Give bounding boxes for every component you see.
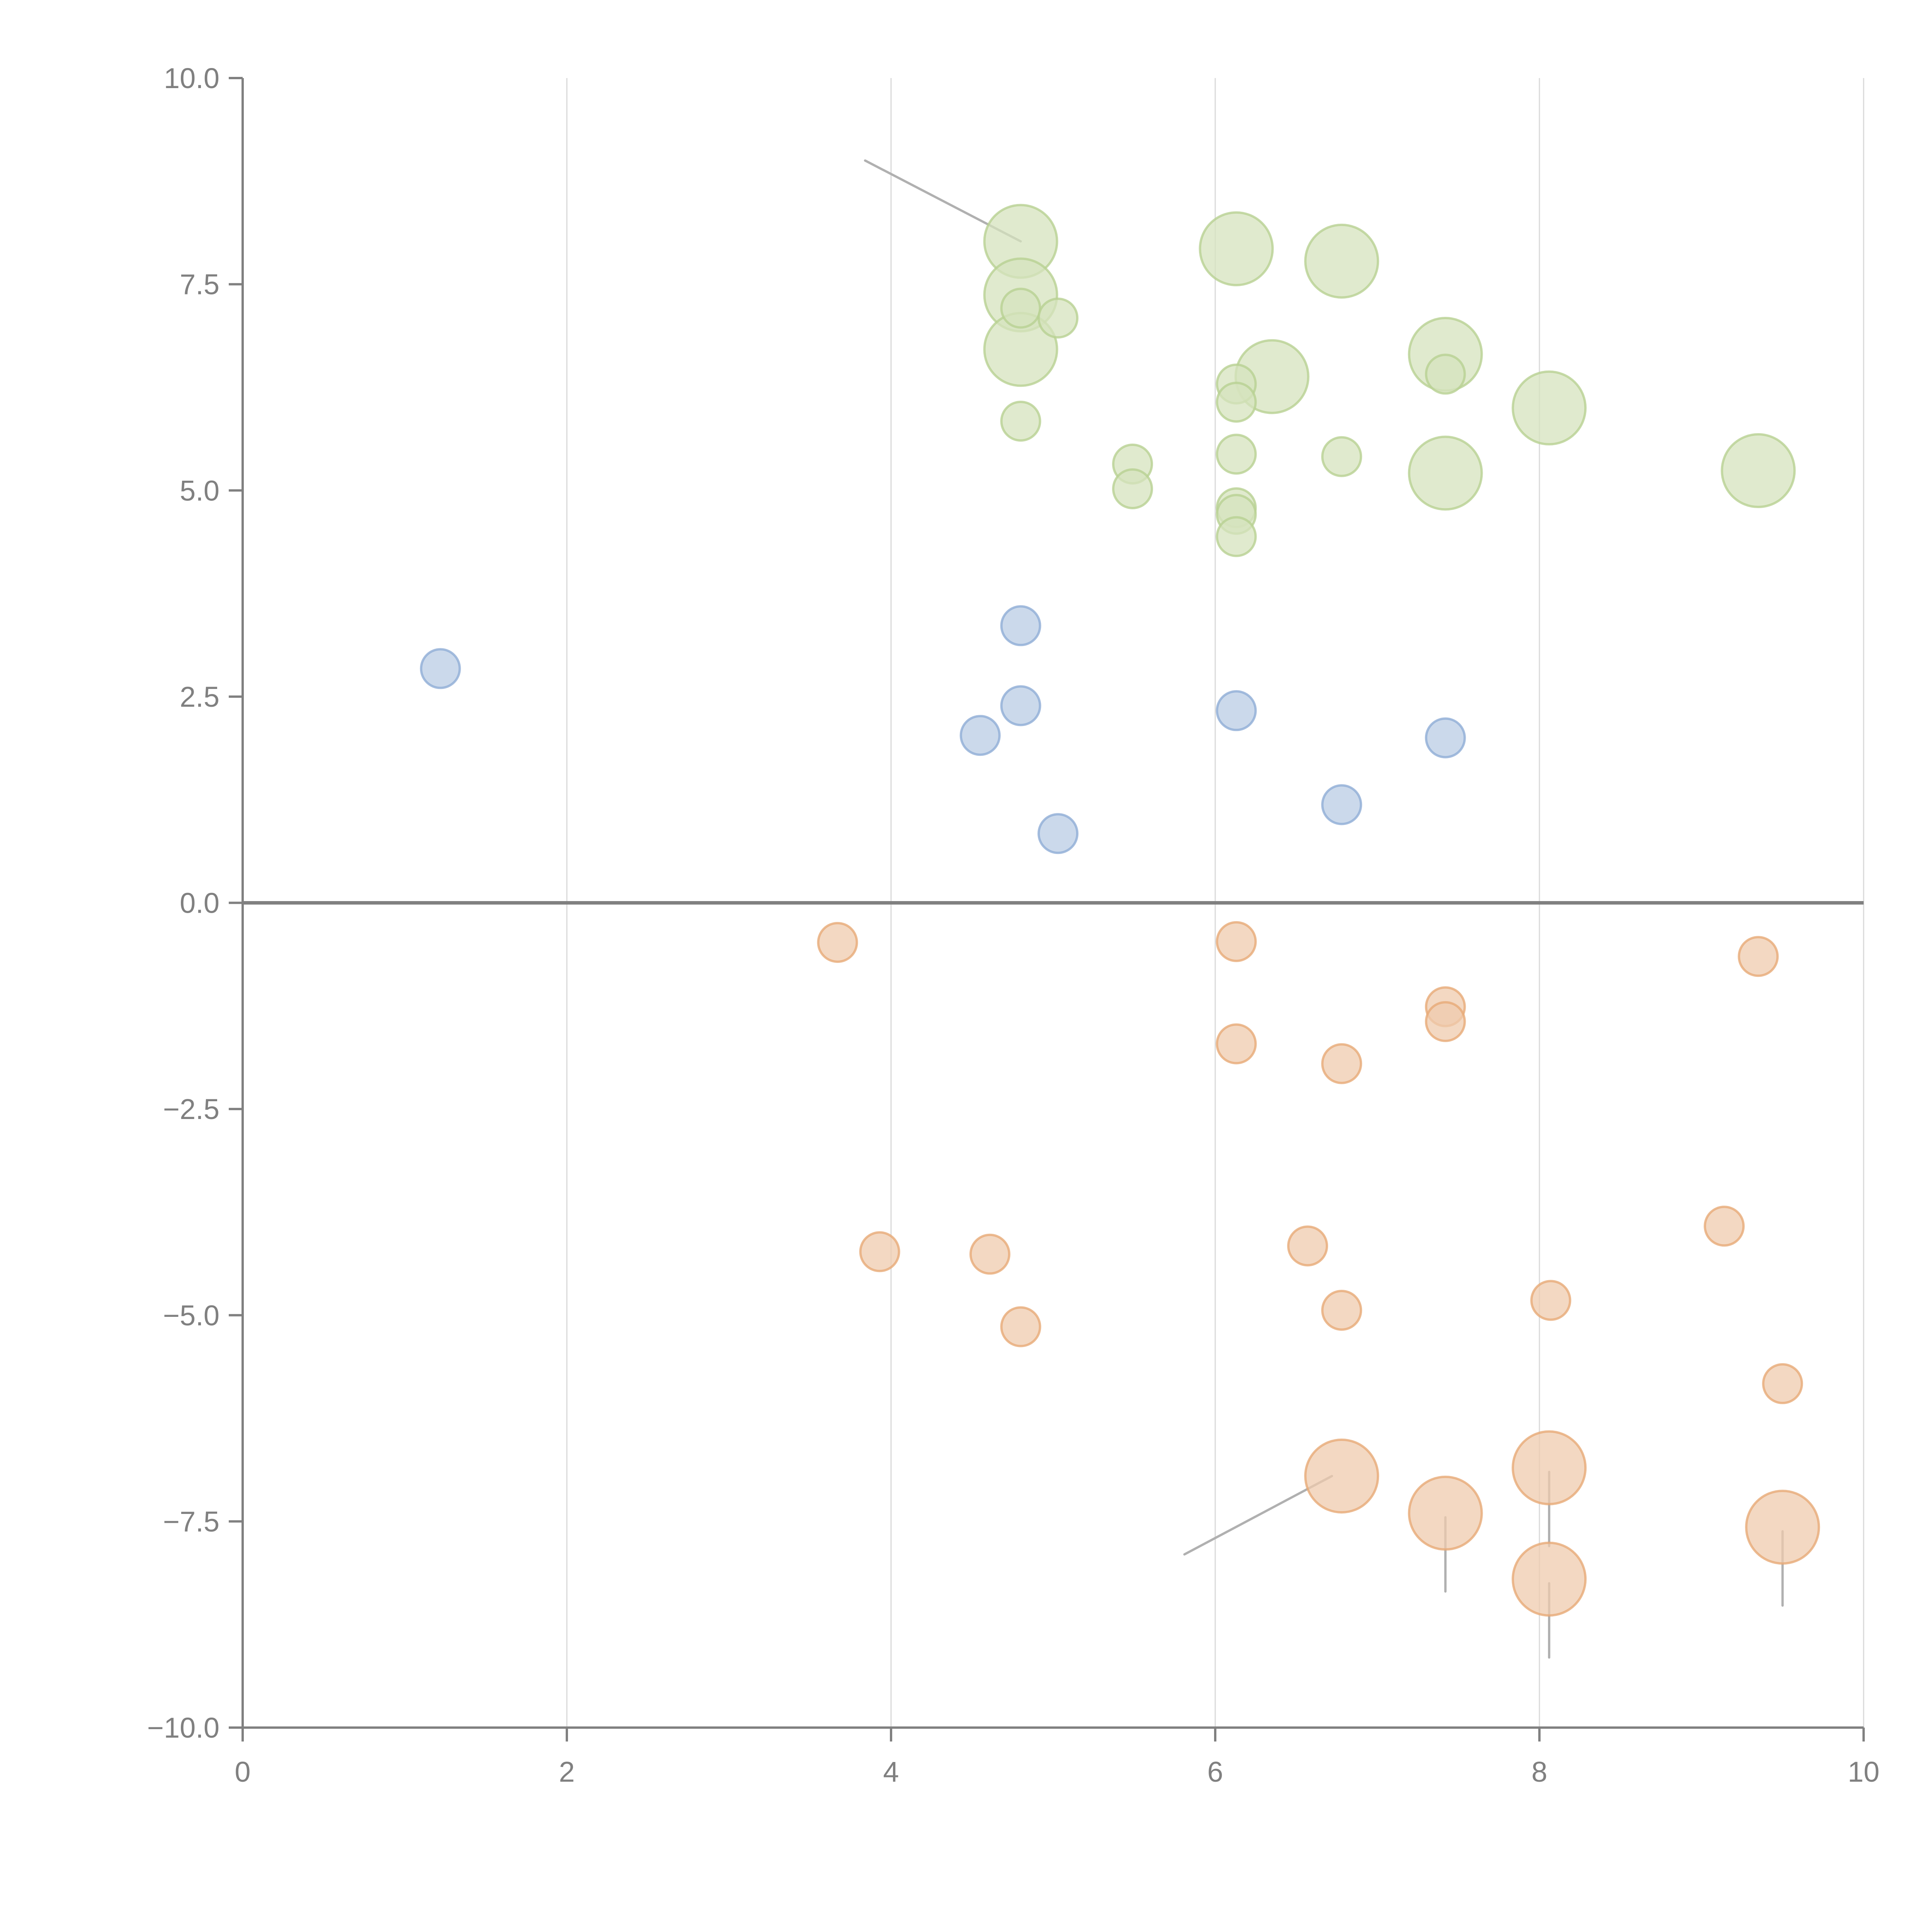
y-tick-label: −5.0: [163, 1299, 219, 1332]
data-point-orange: [1738, 936, 1779, 977]
data-point-green: [1321, 436, 1362, 477]
data-points: [420, 204, 1820, 1617]
data-point-blue: [1000, 605, 1041, 646]
x-axis-ticks: 0 2 4 6 8 10: [235, 1728, 1879, 1788]
y-tick-label: 5.0: [180, 474, 219, 507]
data-point-orange: [1408, 1476, 1483, 1551]
data-point-orange: [1745, 1490, 1820, 1565]
y-tick-label: 0.0: [180, 887, 219, 919]
y-axis-ticks: 10.0 7.5 5.0 2.5 0.0 −2.5 −5.0 −7.5 −10.0: [147, 62, 243, 1744]
x-tick-label: 0: [235, 1756, 250, 1788]
data-point-orange: [1304, 1438, 1379, 1514]
data-point-green: [1425, 354, 1466, 395]
data-point-orange: [969, 1233, 1010, 1275]
y-tick-label: −2.5: [163, 1093, 219, 1125]
data-point-green: [1408, 435, 1483, 511]
data-point-orange: [1512, 1430, 1587, 1505]
data-point-orange: [1425, 1001, 1466, 1042]
data-point-orange: [1216, 1023, 1257, 1065]
data-point-orange: [1512, 1541, 1587, 1617]
data-point-green: [1112, 468, 1153, 509]
x-tick-label: 8: [1531, 1756, 1547, 1788]
data-point-green: [1216, 381, 1257, 423]
data-point-blue: [1321, 784, 1362, 825]
y-tick-label: −10.0: [147, 1712, 219, 1744]
x-tick-label: 4: [883, 1756, 899, 1788]
data-point-green: [1304, 223, 1379, 299]
data-point-orange: [1321, 1289, 1362, 1331]
data-point-orange: [1530, 1280, 1571, 1321]
data-point-orange: [817, 922, 858, 963]
data-point-orange: [1704, 1206, 1745, 1247]
data-point-blue: [1000, 685, 1041, 726]
data-point-orange: [1287, 1225, 1328, 1267]
data-point-green: [1216, 434, 1257, 475]
annotation-leaders: [864, 159, 1784, 1659]
data-point-green: [1721, 433, 1796, 509]
data-point-orange: [1000, 1306, 1041, 1347]
data-point-green: [1037, 298, 1079, 339]
data-point-green: [1000, 400, 1041, 442]
x-tick-label: 6: [1207, 1756, 1223, 1788]
data-point-green: [1199, 211, 1274, 286]
data-point-blue: [420, 648, 461, 689]
x-tick-label: 2: [559, 1756, 575, 1788]
data-point-orange: [1762, 1363, 1803, 1404]
data-point-orange: [1216, 921, 1257, 962]
data-point-blue: [1037, 813, 1079, 854]
data-point-orange: [859, 1231, 900, 1272]
data-point-green: [1000, 287, 1041, 329]
x-tick-label: 10: [1848, 1756, 1879, 1788]
data-point-green: [1512, 370, 1587, 446]
y-tick-label: 2.5: [180, 681, 219, 713]
data-point-orange: [1321, 1043, 1362, 1084]
y-tick-label: −7.5: [163, 1505, 219, 1537]
y-tick-label: 7.5: [180, 269, 219, 301]
data-point-blue: [959, 715, 1001, 756]
data-point-green: [1216, 516, 1257, 557]
y-tick-label: 10.0: [164, 62, 219, 94]
data-point-blue: [1216, 690, 1257, 731]
data-point-blue: [1425, 717, 1466, 759]
